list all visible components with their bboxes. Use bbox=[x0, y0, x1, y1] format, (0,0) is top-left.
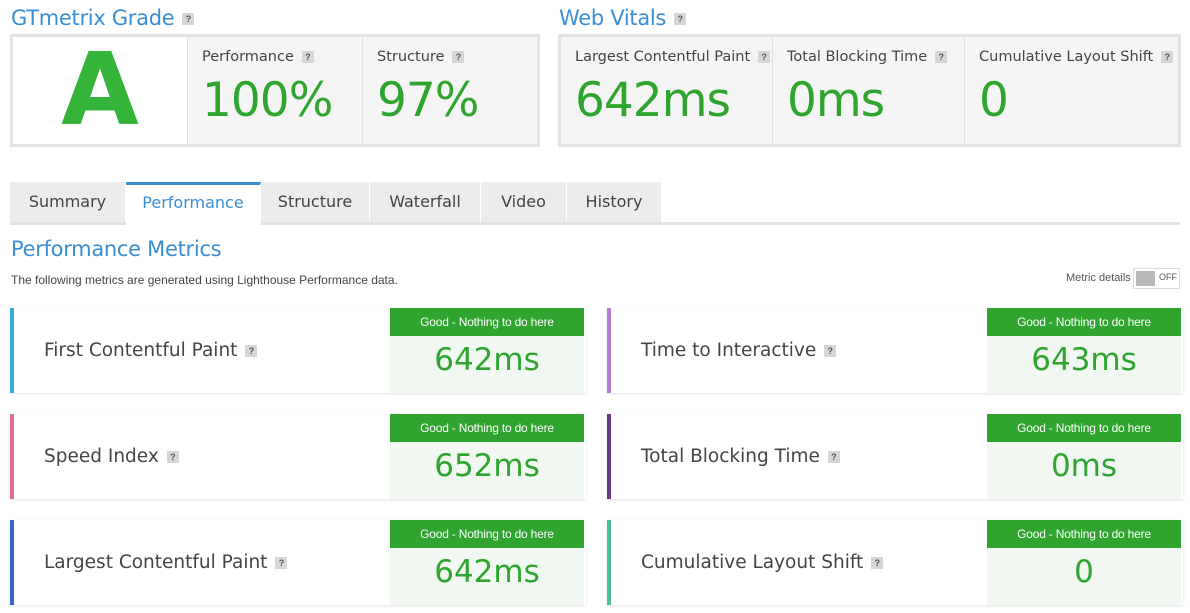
gtmetrix-grade-title: GTmetrix Grade bbox=[11, 6, 175, 30]
metric-value: 652ms bbox=[434, 448, 540, 484]
metric-card-tbt: Total Blocking Time? Good - Nothing to d… bbox=[607, 414, 1183, 499]
metric-name: Cumulative Layout Shift? bbox=[641, 552, 884, 573]
toggle-knob bbox=[1136, 271, 1155, 286]
metric-color-bar bbox=[10, 414, 14, 499]
metric-value-box: 0ms bbox=[987, 442, 1181, 499]
help-icon[interactable]: ? bbox=[182, 13, 195, 25]
help-icon[interactable]: ? bbox=[871, 557, 884, 569]
help-icon[interactable]: ? bbox=[166, 451, 179, 463]
performance-value: 100% bbox=[202, 73, 333, 128]
help-icon[interactable]: ? bbox=[827, 451, 840, 463]
metric-status-badge: Good - Nothing to do here bbox=[987, 308, 1181, 336]
help-icon[interactable]: ? bbox=[824, 345, 837, 357]
tab-summary[interactable]: Summary bbox=[10, 182, 126, 222]
metric-card-fcp: First Contentful Paint? Good - Nothing t… bbox=[10, 308, 586, 393]
metric-color-bar bbox=[10, 520, 14, 605]
structure-label: Structure? bbox=[377, 49, 465, 65]
cls-value: 0 bbox=[979, 73, 1009, 128]
help-icon[interactable]: ? bbox=[935, 51, 948, 63]
web-vitals-panel: Largest Contentful Paint? 642ms Total Bl… bbox=[558, 34, 1181, 147]
lcp-cell: Largest Contentful Paint? 642ms bbox=[561, 37, 773, 144]
metric-name: Speed Index? bbox=[44, 446, 179, 467]
cls-label: Cumulative Layout Shift? bbox=[979, 49, 1174, 65]
metric-card-speed-index: Speed Index? Good - Nothing to do here 6… bbox=[10, 414, 586, 499]
metric-status-badge: Good - Nothing to do here bbox=[987, 414, 1181, 442]
metric-name: Largest Contentful Paint? bbox=[44, 552, 288, 573]
metric-value-box: 652ms bbox=[390, 442, 584, 499]
tbt-label: Total Blocking Time? bbox=[787, 49, 948, 65]
help-icon[interactable]: ? bbox=[674, 13, 687, 25]
metric-value-box: 642ms bbox=[390, 336, 584, 393]
help-icon[interactable]: ? bbox=[758, 51, 771, 63]
grade-letter: A bbox=[61, 31, 139, 148]
metric-status-badge: Good - Nothing to do here bbox=[390, 520, 584, 548]
metric-value-box: 643ms bbox=[987, 336, 1181, 393]
tab-waterfall[interactable]: Waterfall bbox=[370, 182, 481, 222]
tab-video[interactable]: Video bbox=[481, 182, 567, 222]
metric-value: 0 bbox=[1074, 554, 1094, 590]
tab-performance[interactable]: Performance bbox=[126, 182, 261, 225]
tab-structure[interactable]: Structure bbox=[261, 182, 370, 222]
metric-value: 642ms bbox=[434, 342, 540, 378]
web-vitals-title: Web Vitals bbox=[559, 6, 667, 30]
web-vitals-heading: Web Vitals? bbox=[559, 6, 687, 30]
cls-cell: Cumulative Layout Shift? 0 bbox=[965, 37, 1178, 144]
performance-label: Performance? bbox=[202, 49, 314, 65]
lcp-label: Largest Contentful Paint? bbox=[575, 49, 771, 65]
metric-card-cls: Cumulative Layout Shift? Good - Nothing … bbox=[607, 520, 1183, 605]
metric-status-badge: Good - Nothing to do here bbox=[987, 520, 1181, 548]
metric-value: 642ms bbox=[434, 554, 540, 590]
help-icon[interactable]: ? bbox=[301, 51, 314, 63]
metric-details-toggle[interactable]: OFF bbox=[1133, 268, 1180, 289]
metric-value: 0ms bbox=[1050, 448, 1118, 484]
report-tabs: Summary Performance Structure Waterfall … bbox=[10, 182, 1180, 225]
help-icon[interactable]: ? bbox=[275, 557, 288, 569]
tab-history[interactable]: History bbox=[567, 182, 662, 222]
metric-value: 643ms bbox=[1031, 342, 1137, 378]
help-icon[interactable]: ? bbox=[452, 51, 465, 63]
metric-name: First Contentful Paint? bbox=[44, 340, 258, 361]
tbt-value: 0ms bbox=[787, 73, 885, 128]
metric-name: Time to Interactive? bbox=[641, 340, 837, 361]
metrics-description: The following metrics are generated usin… bbox=[11, 273, 398, 287]
structure-cell: Structure? 97% bbox=[363, 37, 537, 144]
metric-details-label: Metric details bbox=[1066, 272, 1131, 284]
metric-status-badge: Good - Nothing to do here bbox=[390, 308, 584, 336]
performance-cell: Performance? 100% bbox=[188, 37, 363, 144]
help-icon[interactable]: ? bbox=[1161, 51, 1174, 63]
grade-cell: A bbox=[13, 31, 188, 148]
performance-metrics-title: Performance Metrics bbox=[11, 237, 222, 261]
gtmetrix-grade-heading: GTmetrix Grade? bbox=[11, 6, 195, 30]
metric-status-badge: Good - Nothing to do here bbox=[390, 414, 584, 442]
metric-value-box: 0 bbox=[987, 548, 1181, 605]
structure-value: 97% bbox=[377, 73, 479, 128]
metric-value-box: 642ms bbox=[390, 548, 584, 605]
tbt-cell: Total Blocking Time? 0ms bbox=[773, 37, 965, 144]
metric-color-bar bbox=[607, 308, 611, 393]
metric-color-bar bbox=[607, 520, 611, 605]
metric-color-bar bbox=[10, 308, 14, 393]
toggle-state: OFF bbox=[1159, 272, 1177, 282]
metric-card-lcp: Largest Contentful Paint? Good - Nothing… bbox=[10, 520, 586, 605]
metric-name: Total Blocking Time? bbox=[641, 446, 840, 467]
metric-color-bar bbox=[607, 414, 611, 499]
metric-card-tti: Time to Interactive? Good - Nothing to d… bbox=[607, 308, 1183, 393]
grade-panel: A Performance? 100% Structure? 97% bbox=[10, 31, 540, 148]
lcp-value: 642ms bbox=[575, 73, 731, 128]
help-icon[interactable]: ? bbox=[245, 345, 258, 357]
